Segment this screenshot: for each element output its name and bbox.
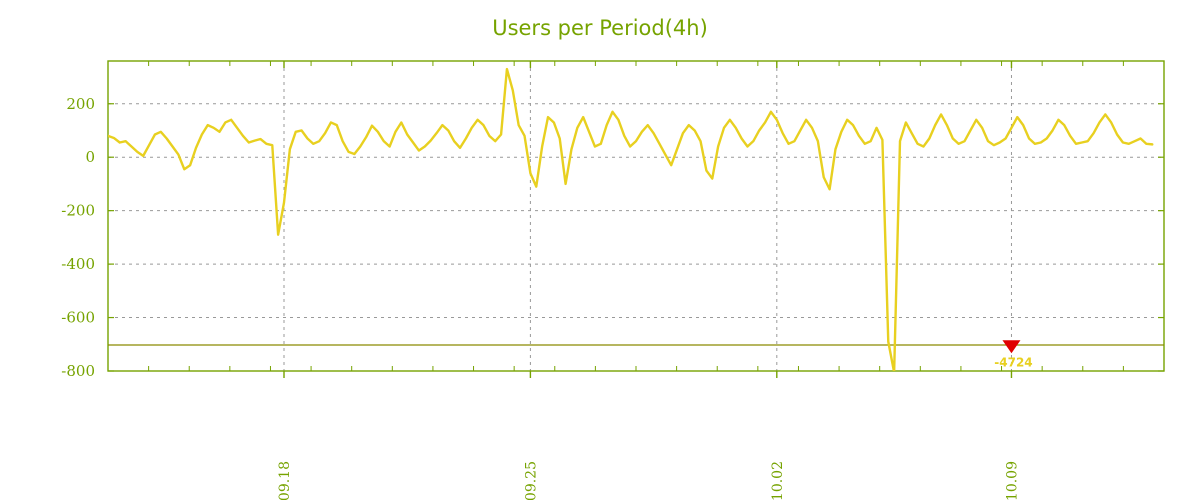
x-axis-tick-label: 2025.10.02 — [770, 461, 786, 500]
plot-frame — [107, 60, 1165, 372]
x-axis-labels-group: 2025.09.18 2025.09.25 2025.10.02 2025.10.09 — [277, 461, 1020, 500]
y-axis-tick-label: 200 — [66, 95, 95, 113]
y-axis-tick-label: -200 — [61, 202, 95, 220]
chart-title: Users per Period(4h) — [492, 16, 708, 40]
x-axis-tick-label: 2025.10.09 — [1004, 461, 1020, 500]
axis-ticks-group — [108, 61, 1164, 378]
x-axis-tick-label: 2025.09.25 — [523, 461, 539, 500]
gridlines-group — [108, 61, 1164, 371]
annotation-marker-triangle-down-icon — [1002, 340, 1021, 354]
y-axis-tick-label: -600 — [61, 309, 95, 327]
annotation-value-label: -4724 — [994, 355, 1032, 369]
x-axis-tick-label: 2025.09.18 — [277, 461, 293, 500]
data-series-line — [108, 67, 1154, 371]
y-axis-tick-label: -800 — [61, 362, 95, 380]
y-axis-tick-label: -400 — [61, 255, 95, 273]
annotations-group: -4724 — [994, 340, 1033, 369]
y-axis-labels-group: 200 0 -200 -400 -600 -800 — [61, 95, 95, 380]
y-axis-tick-label: 0 — [85, 148, 95, 166]
